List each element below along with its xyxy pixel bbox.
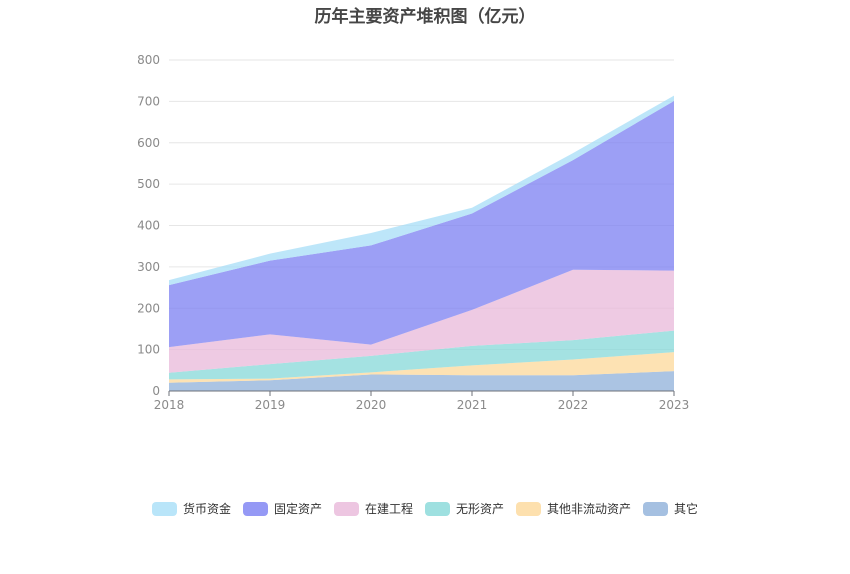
legend-swatch — [643, 501, 669, 516]
y-tick-label: 300 — [137, 260, 160, 274]
x-tick-label: 2020 — [356, 398, 387, 412]
x-tick-label: 2022 — [558, 398, 589, 412]
y-tick-label: 700 — [137, 94, 160, 108]
legend: 货币资金 固定资产 在建工程 无形资产 其他非流动资产 其它 — [0, 500, 850, 517]
legend-label: 其他非流动资产 — [547, 502, 632, 516]
legend-label: 固定资产 — [273, 502, 322, 516]
x-tick-label: 2019 — [255, 398, 286, 412]
x-tick-label: 2023 — [659, 398, 690, 412]
area-series-group — [169, 95, 674, 391]
legend-swatch — [333, 501, 359, 516]
legend-item[interactable]: 无形资产 — [425, 500, 504, 517]
legend-item[interactable]: 货币资金 — [151, 500, 231, 517]
y-tick-label: 400 — [137, 219, 160, 233]
area-series-其他非流动资产[interactable] — [169, 352, 674, 383]
x-tick-label: 2018 — [154, 398, 185, 412]
legend-item[interactable]: 在建工程 — [333, 500, 413, 517]
legend-item[interactable]: 其他非流动资产 — [516, 500, 631, 517]
legend-label: 货币资金 — [182, 502, 231, 516]
legend-swatch — [242, 501, 268, 516]
area-series-固定资产[interactable] — [169, 100, 674, 348]
axes: 0 100 200 300 400 500 600 700 800 2018 2019 2020 202… — [137, 53, 689, 412]
legend-swatch — [425, 501, 450, 516]
legend-item[interactable]: 固定资产 — [242, 500, 322, 517]
legend-label: 其它 — [674, 502, 699, 516]
area-series-无形资产[interactable] — [169, 330, 674, 380]
area-series-其它[interactable] — [169, 371, 674, 391]
chart-title: 历年主要资产堆积图（亿元） — [314, 7, 536, 27]
y-tick-label: 800 — [137, 53, 160, 67]
legend-label: 无形资产 — [456, 502, 505, 516]
x-tick-label: 2021 — [457, 398, 488, 412]
legend-swatch — [516, 501, 542, 516]
y-tick-label: 200 — [137, 301, 160, 315]
legend-item[interactable]: 其它 — [643, 500, 698, 517]
y-tick-label: 100 — [137, 343, 160, 357]
y-tick-label: 0 — [152, 384, 160, 398]
y-tick-label: 500 — [137, 177, 160, 191]
y-tick-label: 600 — [137, 136, 160, 150]
legend-label: 在建工程 — [364, 502, 413, 516]
legend-swatch — [151, 501, 177, 516]
area-series-在建工程[interactable] — [169, 269, 674, 373]
